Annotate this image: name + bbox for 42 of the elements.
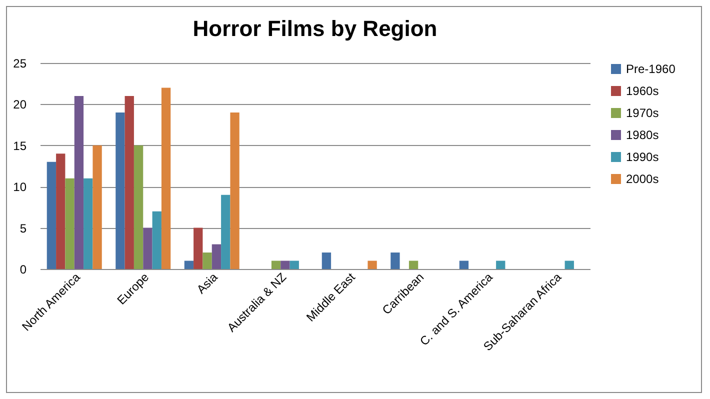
y-tick-label: 25 bbox=[13, 56, 27, 70]
bar bbox=[564, 260, 574, 269]
bar bbox=[290, 260, 299, 269]
legend-label: 2000s bbox=[626, 172, 659, 186]
bar bbox=[124, 96, 134, 269]
bar bbox=[65, 178, 74, 269]
bar bbox=[408, 260, 418, 269]
bar bbox=[280, 260, 290, 269]
bar bbox=[202, 252, 212, 269]
chart-title: Horror Films by Region bbox=[192, 16, 438, 41]
legend-label: 1980s bbox=[626, 128, 659, 142]
bar bbox=[152, 211, 162, 269]
y-tick-label: 10 bbox=[13, 180, 27, 194]
bar bbox=[116, 112, 125, 269]
x-tick-label: Asia bbox=[194, 270, 221, 296]
legend-label: Pre-1960 bbox=[626, 62, 676, 76]
bar bbox=[143, 228, 152, 269]
bar bbox=[390, 252, 400, 269]
bar bbox=[230, 112, 240, 269]
y-tick-label: 20 bbox=[13, 98, 27, 112]
bar bbox=[92, 145, 102, 269]
bar bbox=[184, 260, 194, 269]
bar bbox=[271, 260, 281, 269]
bar bbox=[368, 260, 377, 269]
legend-label: 1970s bbox=[626, 106, 659, 120]
bar bbox=[74, 96, 84, 269]
legend-label: 1960s bbox=[626, 84, 659, 98]
bar bbox=[496, 260, 506, 269]
bar bbox=[322, 252, 332, 269]
bar bbox=[56, 154, 66, 269]
bar bbox=[221, 194, 230, 269]
bar bbox=[46, 162, 56, 269]
bar bbox=[212, 244, 222, 269]
y-tick-label: 0 bbox=[20, 262, 27, 276]
bar bbox=[459, 260, 469, 269]
y-tick-label: 15 bbox=[13, 138, 27, 153]
legend-label: 1990s bbox=[626, 150, 659, 164]
bar bbox=[161, 88, 171, 269]
bar bbox=[134, 145, 144, 269]
bar bbox=[194, 228, 203, 269]
bar bbox=[84, 178, 93, 269]
y-tick-label: 5 bbox=[20, 221, 27, 236]
